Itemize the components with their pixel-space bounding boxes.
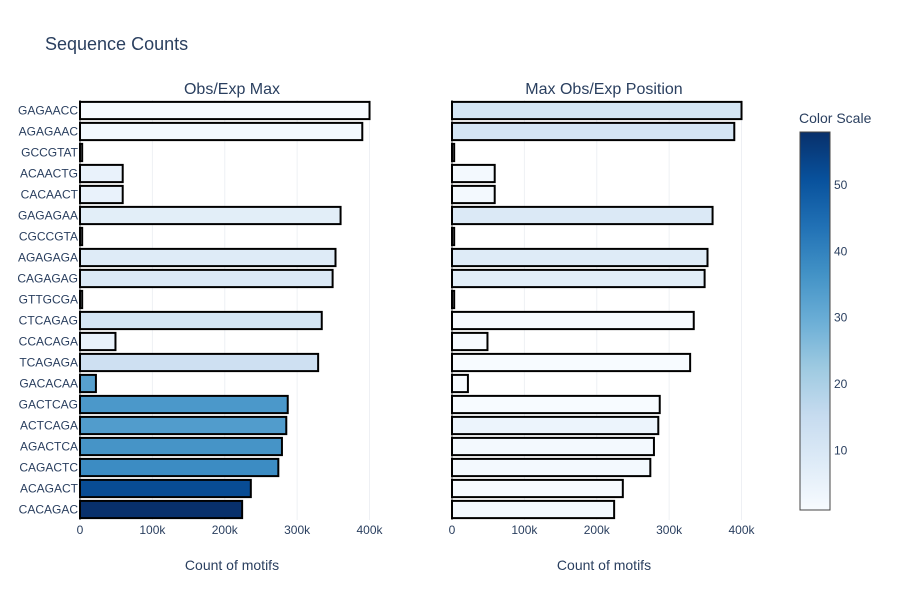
left-bar	[79, 289, 84, 310]
y-category-label: CCACAGA	[19, 335, 78, 349]
right-panel-title: Max Obs/Exp Position	[525, 81, 682, 98]
left-bar	[79, 205, 342, 226]
right-bar	[451, 394, 661, 415]
left-bar	[79, 247, 337, 268]
left-bar	[79, 268, 334, 289]
y-category-label: ACTCAGA	[20, 419, 78, 433]
left-x-tick-label: 200k	[212, 523, 239, 537]
colorbar-tick-label: 30	[834, 311, 848, 325]
y-category-label: AGAGAGA	[18, 251, 78, 265]
left-bar	[79, 478, 252, 499]
right-bar	[451, 289, 456, 310]
right-bar	[451, 352, 692, 373]
y-category-label: CACAACT	[21, 188, 79, 202]
right-bar	[451, 247, 709, 268]
y-category-label: GACACAA	[19, 377, 78, 391]
left-bar	[79, 499, 244, 520]
right-bar	[451, 310, 695, 331]
colorbar-tick-label: 20	[834, 377, 848, 391]
right-bar	[451, 226, 456, 247]
right-bar	[451, 499, 616, 520]
y-category-label: GAGAACC	[18, 104, 78, 118]
right-bar	[451, 415, 660, 436]
left-bar	[79, 100, 371, 121]
y-category-label: TCAGAGA	[19, 356, 78, 370]
y-category-label: CAGAGAG	[17, 272, 78, 286]
left-bar	[79, 310, 323, 331]
left-bar	[79, 457, 280, 478]
left-bar	[79, 121, 364, 142]
left-x-tick-label: 300k	[284, 523, 311, 537]
left-x-tick-label: 0	[77, 523, 84, 537]
left-bar	[79, 352, 320, 373]
y-category-label: CTCAGAG	[19, 314, 78, 328]
right-bar	[451, 184, 496, 205]
right-x-axis-title: Count of motifs	[557, 557, 651, 573]
colorbar-tick-label: 10	[834, 443, 848, 457]
right-x-tick-label: 200k	[584, 523, 611, 537]
left-x-tick-label: 400k	[357, 523, 384, 537]
right-x-tick-label: 300k	[656, 523, 683, 537]
y-category-label: GTTGCGA	[19, 293, 78, 307]
y-category-label: CAGACTC	[19, 461, 78, 475]
y-category-label: GACTCAG	[19, 398, 78, 412]
y-category-label: GAGAGAA	[18, 209, 78, 223]
left-bar	[79, 184, 124, 205]
right-x-tick-label: 400k	[729, 523, 756, 537]
right-bar	[451, 436, 655, 457]
right-bar	[451, 373, 469, 394]
right-x-tick-label: 0	[449, 523, 456, 537]
left-bar	[79, 331, 117, 352]
colorbar-tick-label: 40	[834, 244, 848, 258]
colorbar	[799, 131, 831, 511]
left-bar	[79, 142, 84, 163]
left-bar	[79, 373, 97, 394]
right-x-tick-label: 100k	[511, 523, 538, 537]
left-bar	[79, 415, 288, 436]
y-category-label: ACAGACT	[20, 482, 79, 496]
plot-layer: 0 100k 200k 300k 400k 0 100k 200k 300k 400k GAGAAC…	[17, 100, 848, 537]
right-bar	[451, 457, 652, 478]
right-bar	[451, 205, 714, 226]
chart-title: Sequence Counts	[45, 34, 188, 54]
left-bar	[79, 226, 84, 247]
left-panel-title: Obs/Exp Max	[184, 81, 280, 98]
y-category-label: CACAGAC	[19, 503, 79, 517]
left-bar	[79, 394, 289, 415]
y-category-label: GCCGTAT	[21, 146, 79, 160]
left-x-axis-title: Count of motifs	[185, 557, 279, 573]
left-x-tick-label: 100k	[139, 523, 166, 537]
left-bar	[79, 436, 283, 457]
y-category-label: AGAGAAC	[19, 125, 79, 139]
colorbar-tick-label: 50	[834, 178, 848, 192]
colorbar-title: Color Scale	[799, 110, 872, 126]
y-category-label: ACAACTG	[20, 167, 78, 181]
right-bar	[451, 142, 456, 163]
left-bar	[79, 163, 124, 184]
right-bar	[451, 121, 736, 142]
right-bar	[451, 163, 496, 184]
y-category-label: CGCCGTA	[19, 230, 78, 244]
right-bar	[451, 478, 624, 499]
right-bar	[451, 331, 489, 352]
y-category-label: AGACTCA	[20, 440, 78, 454]
right-bar	[451, 268, 706, 289]
right-bar	[451, 100, 743, 121]
